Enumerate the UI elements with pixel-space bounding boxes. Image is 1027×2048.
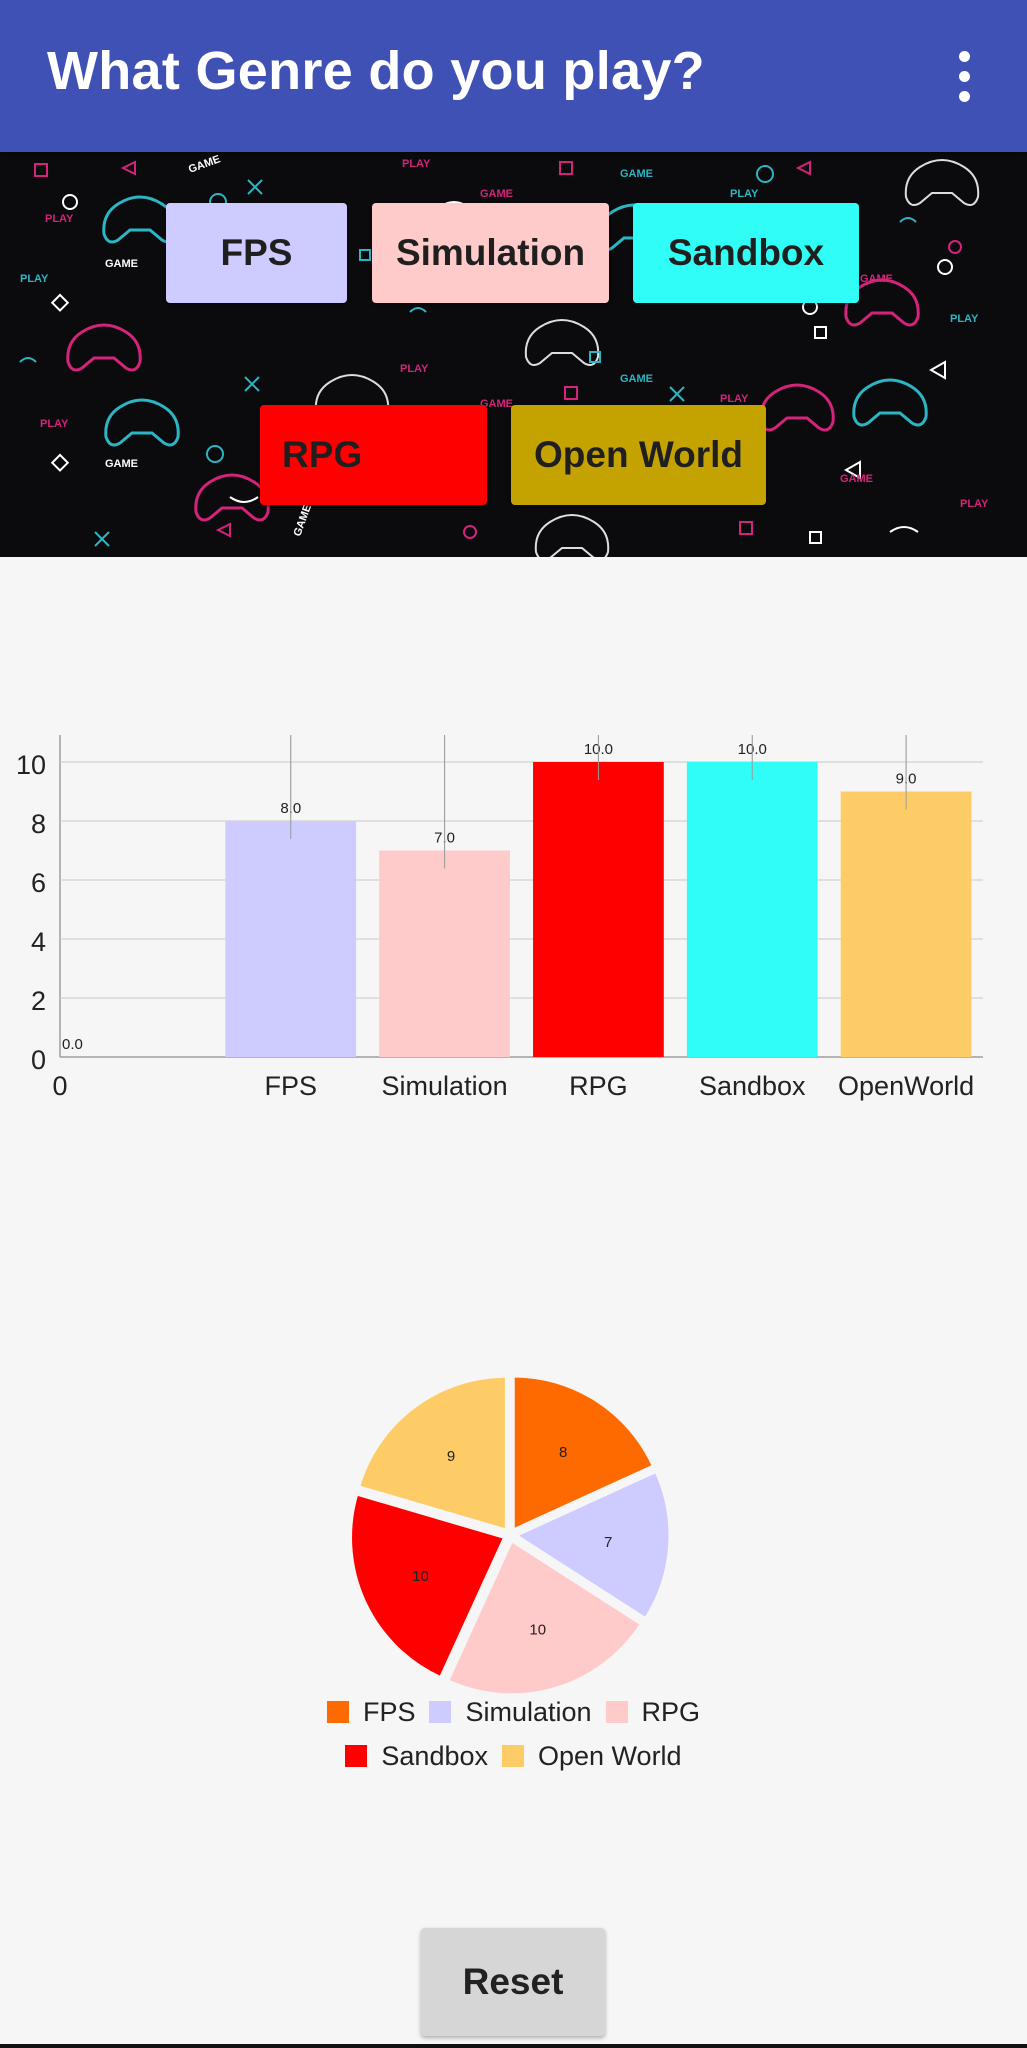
x-tick-label: 0 [52,1071,67,1101]
fps-button[interactable]: FPS [166,203,347,303]
bar-simulation [379,850,510,1057]
pie-legend: FPS Simulation RPG Sandbox Open World [0,1690,1027,1778]
pie-value-label: 9 [447,1448,455,1465]
x-tick-label: Sandbox [699,1071,806,1101]
legend-swatch [345,1745,368,1767]
legend-label: RPG [641,1696,701,1727]
legend-item-open-world: Open World [502,1741,682,1772]
bar-sandbox [686,762,818,1057]
legend-row: FPS Simulation RPG [0,1690,1027,1734]
legend-item-fps: FPS [326,1696,416,1728]
x-tick-label: RPG [569,1071,628,1101]
pie-value-label: 8 [559,1444,567,1461]
svg-text:PLAY: PLAY [960,498,989,510]
pie-value-label: 10 [529,1621,546,1638]
legend-swatch [605,1701,628,1723]
y-tick-label: 6 [31,868,46,898]
svg-text:GAME: GAME [860,273,893,285]
bar-rpg [533,762,664,1057]
svg-text:GAME: GAME [480,188,513,200]
svg-text:GAME: GAME [840,473,873,485]
app-bar: What Genre do you play? [0,0,1027,152]
svg-text:PLAY: PLAY [402,158,431,170]
legend-swatch [326,1701,349,1723]
pie-value-label: 7 [604,1534,612,1551]
pie-slice-rpg [445,1538,644,1697]
bar-value-label: 0.0 [62,1036,83,1053]
y-tick-label: 4 [31,927,46,957]
svg-text:GAME: GAME [620,373,653,385]
pie-slice-open-world [356,1374,508,1533]
legend-label: FPS [362,1696,416,1727]
y-tick-label: 0 [31,1045,46,1075]
genre-pie-chart: 8 7 10 10 9 [349,1374,672,1697]
svg-text:PLAY: PLAY [730,188,759,200]
svg-text:PLAY: PLAY [950,313,979,325]
x-tick-label: FPS [264,1071,317,1101]
svg-text:GAME: GAME [105,258,138,270]
legend-item-sandbox: Sandbox [345,1741,488,1772]
legend-label: Open World [538,1740,682,1771]
svg-text:PLAY: PLAY [720,393,749,405]
page-title: What Genre do you play? [47,41,705,101]
legend-item-rpg: RPG [605,1696,701,1728]
pie-value-label: 10 [412,1568,429,1585]
legend-swatch [502,1745,524,1767]
legend-item-simulation: Simulation [429,1696,592,1728]
svg-text:PLAY: PLAY [45,213,74,225]
y-tick-label: 10 [16,750,46,780]
svg-text:GAME: GAME [105,458,138,470]
svg-text:GAME: GAME [292,503,315,538]
bar-fps [225,821,357,1057]
pie-slice-sandbox [349,1492,507,1680]
y-tick-label: 8 [31,809,46,839]
svg-text:GAME: GAME [620,168,653,180]
svg-text:PLAY: PLAY [20,273,49,285]
simulation-button[interactable]: Simulation [372,203,609,303]
x-tick-label: OpenWorld [838,1071,974,1101]
x-tick-label: Simulation [382,1071,508,1101]
bottom-divider [0,2044,1027,2048]
bar-openworld [840,791,972,1057]
legend-label: Sandbox [381,1740,488,1771]
svg-text:PLAY: PLAY [40,418,69,430]
svg-text:GAME: GAME [480,398,513,410]
legend-label: Simulation [465,1696,592,1727]
pie-slice-simulation [512,1469,672,1621]
svg-text:GAME: GAME [187,153,222,176]
genre-bar-chart: 02468100.008.0FPS7.0Simulation10.0RPG10.… [16,735,983,1101]
legend-row: Sandbox Open World [0,1734,1027,1778]
y-tick-label: 2 [31,986,46,1016]
more-vert-icon[interactable] [940,40,988,112]
svg-text:PLAY: PLAY [400,363,429,375]
sandbox-button[interactable]: Sandbox [633,203,859,303]
open-world-button[interactable]: Open World [511,405,766,505]
rpg-button[interactable]: RPG [260,405,487,505]
pie-slice-fps [511,1374,656,1533]
reset-button[interactable]: Reset [421,1928,605,2036]
legend-swatch [429,1701,452,1723]
